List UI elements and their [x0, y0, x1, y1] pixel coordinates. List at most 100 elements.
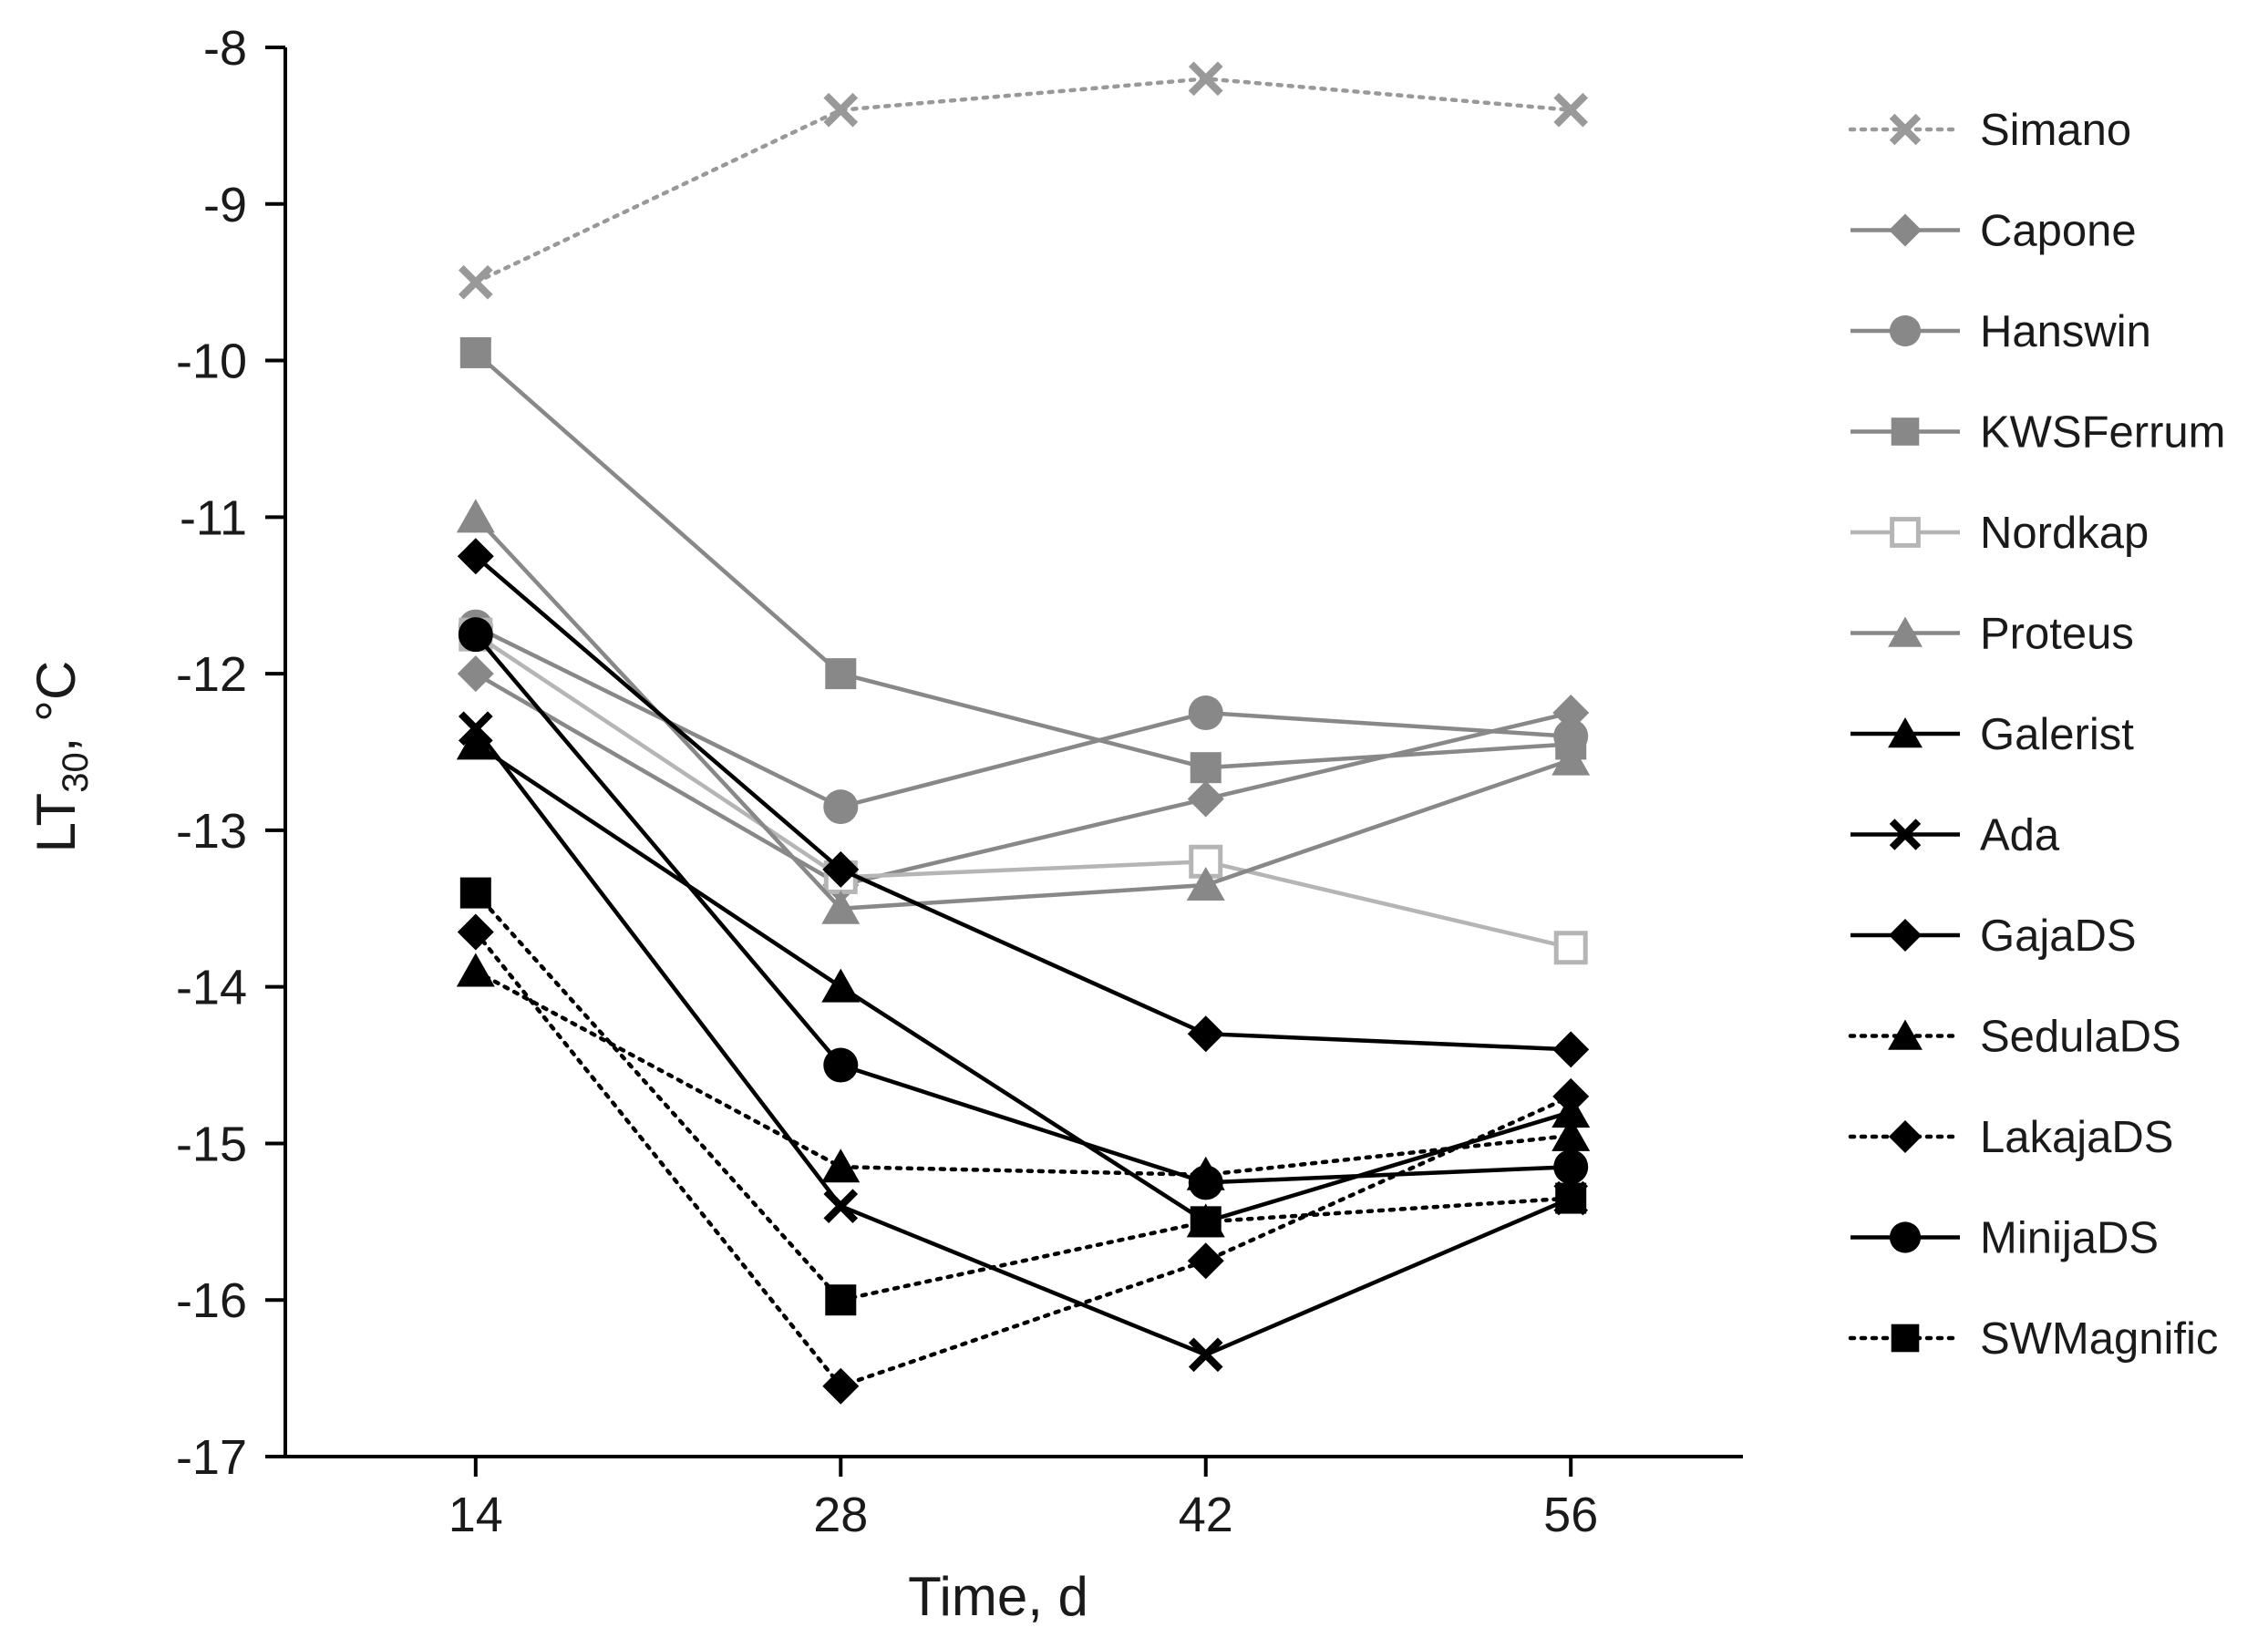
- series-line-hanswin: [474, 624, 1572, 809]
- y-ticks: -8 -9 -10 -11 -12 -13 -14 -15 -16 -17: [176, 21, 285, 1485]
- data-point-simano: [823, 92, 859, 128]
- y-axis-title-main: LT: [26, 793, 87, 853]
- legend-item-gajads: GajaDS: [1850, 912, 2137, 961]
- data-point-swmagnific: [1555, 1182, 1587, 1214]
- y-axis-title: LT30, °C: [26, 661, 96, 853]
- y-tick-label: -12: [176, 647, 247, 702]
- series-gajads: [457, 538, 1590, 1068]
- series-line-lakajads: [473, 930, 1573, 1389]
- series-nordkap: [459, 617, 1588, 965]
- data-point-proteus: [1552, 741, 1591, 776]
- y-tick-label: -11: [180, 490, 247, 545]
- data-point-proteus: [1186, 867, 1225, 901]
- legend-marker: [1889, 113, 1922, 146]
- series-kwsferrum: [459, 336, 1587, 784]
- legend-label: Capone: [1980, 207, 2137, 256]
- legend-label: LakajaDS: [1980, 1113, 2173, 1162]
- series-line-kwsferrum: [474, 351, 1572, 770]
- series-lakajads: [457, 913, 1590, 1405]
- data-point-swmagnific: [459, 877, 491, 909]
- series-simano: [458, 61, 1589, 300]
- data-point-hanswin: [1188, 695, 1223, 731]
- y-axis-title-unit: , °C: [26, 661, 87, 753]
- y-tick-label: -10: [176, 335, 247, 389]
- data-point-minijads: [458, 617, 493, 653]
- series-minijads: [458, 617, 1589, 1200]
- data-point-galerist: [456, 726, 495, 760]
- data-point-kwsferrum: [459, 336, 491, 368]
- series-line-sedulads: [473, 969, 1573, 1178]
- legend-marker: [1888, 1019, 1923, 1050]
- data-point-minijads: [1553, 1149, 1589, 1185]
- data-point-kwsferrum: [825, 658, 857, 690]
- legend-label: SedulaDS: [1980, 1013, 2181, 1062]
- legend-label: SWMagnific: [1980, 1314, 2218, 1364]
- legend-label: GajaDS: [1980, 912, 2137, 961]
- y-tick-label: -13: [176, 804, 247, 859]
- legend-marker: [1889, 314, 1922, 347]
- legend-marker: [1889, 1120, 1922, 1153]
- data-point-simano: [1553, 92, 1589, 128]
- legend-marker: [1890, 517, 1921, 548]
- data-point-minijads: [1188, 1165, 1223, 1200]
- legend-item-hanswin: Hanswin: [1850, 307, 2151, 356]
- y-tick-label: -15: [176, 1117, 247, 1171]
- series-line-simano: [473, 77, 1573, 284]
- legend-label: Simano: [1980, 106, 2131, 155]
- data-point-kwsferrum: [1190, 752, 1222, 784]
- y-tick-label: -17: [176, 1430, 247, 1485]
- data-point-swmagnific: [1190, 1206, 1222, 1238]
- series-line-ada: [474, 726, 1572, 1357]
- legend-item-lakajads: LakajaDS: [1848, 1113, 2173, 1162]
- legend-item-capone: Capone: [1850, 207, 2137, 256]
- series-hanswin: [458, 609, 1589, 825]
- legend-item-nordkap: Nordkap: [1850, 509, 2149, 558]
- x-tick-label: 42: [1179, 1488, 1233, 1542]
- legend-label: KWSFerrum: [1980, 408, 2226, 458]
- legend-marker: [1889, 919, 1922, 952]
- data-point-proteus: [821, 890, 861, 924]
- series-proteus: [456, 499, 1591, 924]
- legend-item-sedulads: SedulaDS: [1848, 1013, 2181, 1062]
- data-point-lakajads: [822, 1367, 860, 1405]
- y-tick-label: -16: [176, 1273, 247, 1328]
- plot-series: [456, 61, 1591, 1405]
- data-point-proteus: [456, 499, 495, 533]
- data-point-sedulads: [456, 953, 495, 987]
- y-axis-title-sub: 30: [56, 752, 96, 793]
- data-point-sedulads: [1552, 1117, 1591, 1151]
- data-point-ada: [458, 711, 493, 747]
- data-point-sedulads: [821, 1148, 861, 1183]
- series-line-galerist: [474, 742, 1572, 1224]
- legend-label: Proteus: [1980, 610, 2134, 659]
- data-point-lakajads: [1187, 1242, 1224, 1280]
- x-tick-label: 14: [448, 1488, 503, 1542]
- axes: -8 -9 -10 -11 -12 -13 -14 -15 -16 -17 14 28 42 56: [176, 21, 1743, 1542]
- data-point-simano: [1188, 61, 1223, 97]
- data-point-gajads: [822, 850, 860, 888]
- legend-marker: [1891, 1324, 1920, 1353]
- legend-marker: [1889, 819, 1922, 850]
- series-line-nordkap: [474, 633, 1572, 950]
- legend-item-proteus: Proteus: [1850, 610, 2134, 659]
- legend-marker: [1888, 616, 1923, 647]
- data-point-simano: [458, 264, 493, 300]
- legend-item-swmagnific: SWMagnific: [1848, 1314, 2218, 1364]
- legend-label: MinijaDS: [1980, 1214, 2159, 1263]
- legend-marker: [1888, 717, 1923, 748]
- data-point-capone: [1187, 780, 1224, 818]
- legend-item-simano: Simano: [1848, 106, 2131, 155]
- legend-item-ada: Ada: [1850, 811, 2060, 860]
- data-point-gajads: [1552, 1031, 1590, 1068]
- data-point-ada: [823, 1189, 859, 1223]
- data-point-swmagnific: [825, 1284, 857, 1316]
- series-line-proteus: [474, 515, 1572, 912]
- data-point-ada: [1188, 1337, 1223, 1373]
- data-point-gajads: [457, 538, 494, 575]
- series-capone: [457, 655, 1590, 904]
- legend-marker: [1891, 417, 1920, 446]
- x-axis-title: Time, d: [908, 1566, 1088, 1627]
- legend-item-galerist: Galerist: [1850, 710, 2134, 759]
- x-ticks: 14 28 42 56: [448, 1457, 1598, 1542]
